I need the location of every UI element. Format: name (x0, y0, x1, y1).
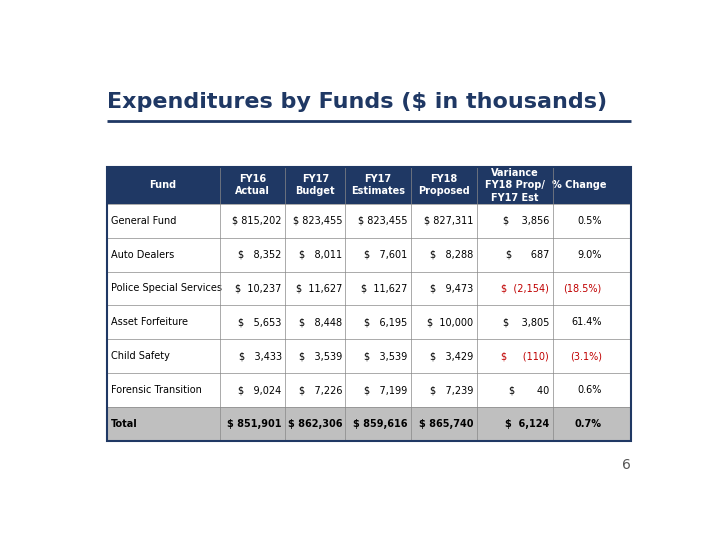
Bar (107, 339, 631, 373)
Text: Child Safety: Child Safety (111, 352, 170, 361)
Text: $  11,627: $ 11,627 (296, 284, 342, 294)
Text: $   8,011: $ 8,011 (299, 249, 342, 260)
Bar (107, 306, 631, 339)
Text: 6: 6 (622, 458, 631, 472)
Text: $ 823,455: $ 823,455 (292, 215, 342, 226)
Text: $  (2,154): $ (2,154) (501, 284, 549, 294)
Text: $   8,448: $ 8,448 (299, 318, 342, 327)
Text: $       40: $ 40 (509, 385, 549, 395)
Text: $   3,539: $ 3,539 (364, 352, 408, 361)
Bar (107, 167, 631, 204)
Text: $ 865,740: $ 865,740 (418, 419, 473, 429)
Text: $ 815,202: $ 815,202 (233, 215, 282, 226)
Text: $   8,288: $ 8,288 (430, 249, 473, 260)
Text: 0.7%: 0.7% (575, 419, 602, 429)
Text: $ 862,306: $ 862,306 (287, 419, 342, 429)
Text: Police Special Services: Police Special Services (111, 284, 222, 294)
Text: $    3,856: $ 3,856 (503, 215, 549, 226)
Text: Total: Total (111, 419, 138, 429)
Text: $   3,433: $ 3,433 (238, 352, 282, 361)
Text: $ 823,455: $ 823,455 (358, 215, 408, 226)
Text: $  11,627: $ 11,627 (361, 284, 408, 294)
Text: (18.5%): (18.5%) (564, 284, 602, 294)
Text: $   9,473: $ 9,473 (430, 284, 473, 294)
Text: Fund: Fund (150, 180, 176, 190)
Text: Asset Forfeiture: Asset Forfeiture (111, 318, 188, 327)
Text: $      687: $ 687 (506, 249, 549, 260)
Text: $   6,195: $ 6,195 (364, 318, 408, 327)
Text: $   8,352: $ 8,352 (238, 249, 282, 260)
Text: $ 859,616: $ 859,616 (353, 419, 408, 429)
Text: $  10,237: $ 10,237 (235, 284, 282, 294)
Bar (107, 167, 631, 441)
Text: $   7,601: $ 7,601 (364, 249, 408, 260)
Bar (107, 238, 631, 272)
Text: 0.5%: 0.5% (577, 215, 602, 226)
Text: $   3,539: $ 3,539 (299, 352, 342, 361)
Text: $ 827,311: $ 827,311 (424, 215, 473, 226)
Text: Variance
FY18 Prop/
FY17 Est: Variance FY18 Prop/ FY17 Est (485, 168, 544, 202)
Text: $   3,429: $ 3,429 (430, 352, 473, 361)
Text: $ 851,901: $ 851,901 (228, 419, 282, 429)
Text: $  6,124: $ 6,124 (505, 419, 549, 429)
Text: $   7,239: $ 7,239 (430, 385, 473, 395)
Text: $    3,805: $ 3,805 (503, 318, 549, 327)
Text: FY18
Proposed: FY18 Proposed (418, 174, 469, 197)
Text: % Change: % Change (552, 180, 606, 190)
Text: (3.1%): (3.1%) (570, 352, 602, 361)
Text: 0.6%: 0.6% (577, 385, 602, 395)
Text: 61.4%: 61.4% (571, 318, 602, 327)
Text: 9.0%: 9.0% (577, 249, 602, 260)
Text: FY17
Budget: FY17 Budget (295, 174, 335, 197)
Text: FY17
Estimates: FY17 Estimates (351, 174, 405, 197)
Text: $   5,653: $ 5,653 (238, 318, 282, 327)
Text: Auto Dealers: Auto Dealers (111, 249, 174, 260)
Text: $   9,024: $ 9,024 (238, 385, 282, 395)
Text: Forensic Transition: Forensic Transition (111, 385, 202, 395)
Text: Expenditures by Funds ($ in thousands): Expenditures by Funds ($ in thousands) (107, 92, 607, 112)
Text: $     (110): $ (110) (502, 352, 549, 361)
Text: FY16
Actual: FY16 Actual (235, 174, 270, 197)
Bar (107, 373, 631, 407)
Text: $  10,000: $ 10,000 (427, 318, 473, 327)
Bar (107, 272, 631, 306)
Text: $   7,226: $ 7,226 (299, 385, 342, 395)
Bar (107, 407, 631, 441)
Text: General Fund: General Fund (111, 215, 176, 226)
Text: $   7,199: $ 7,199 (364, 385, 408, 395)
Bar (107, 204, 631, 238)
